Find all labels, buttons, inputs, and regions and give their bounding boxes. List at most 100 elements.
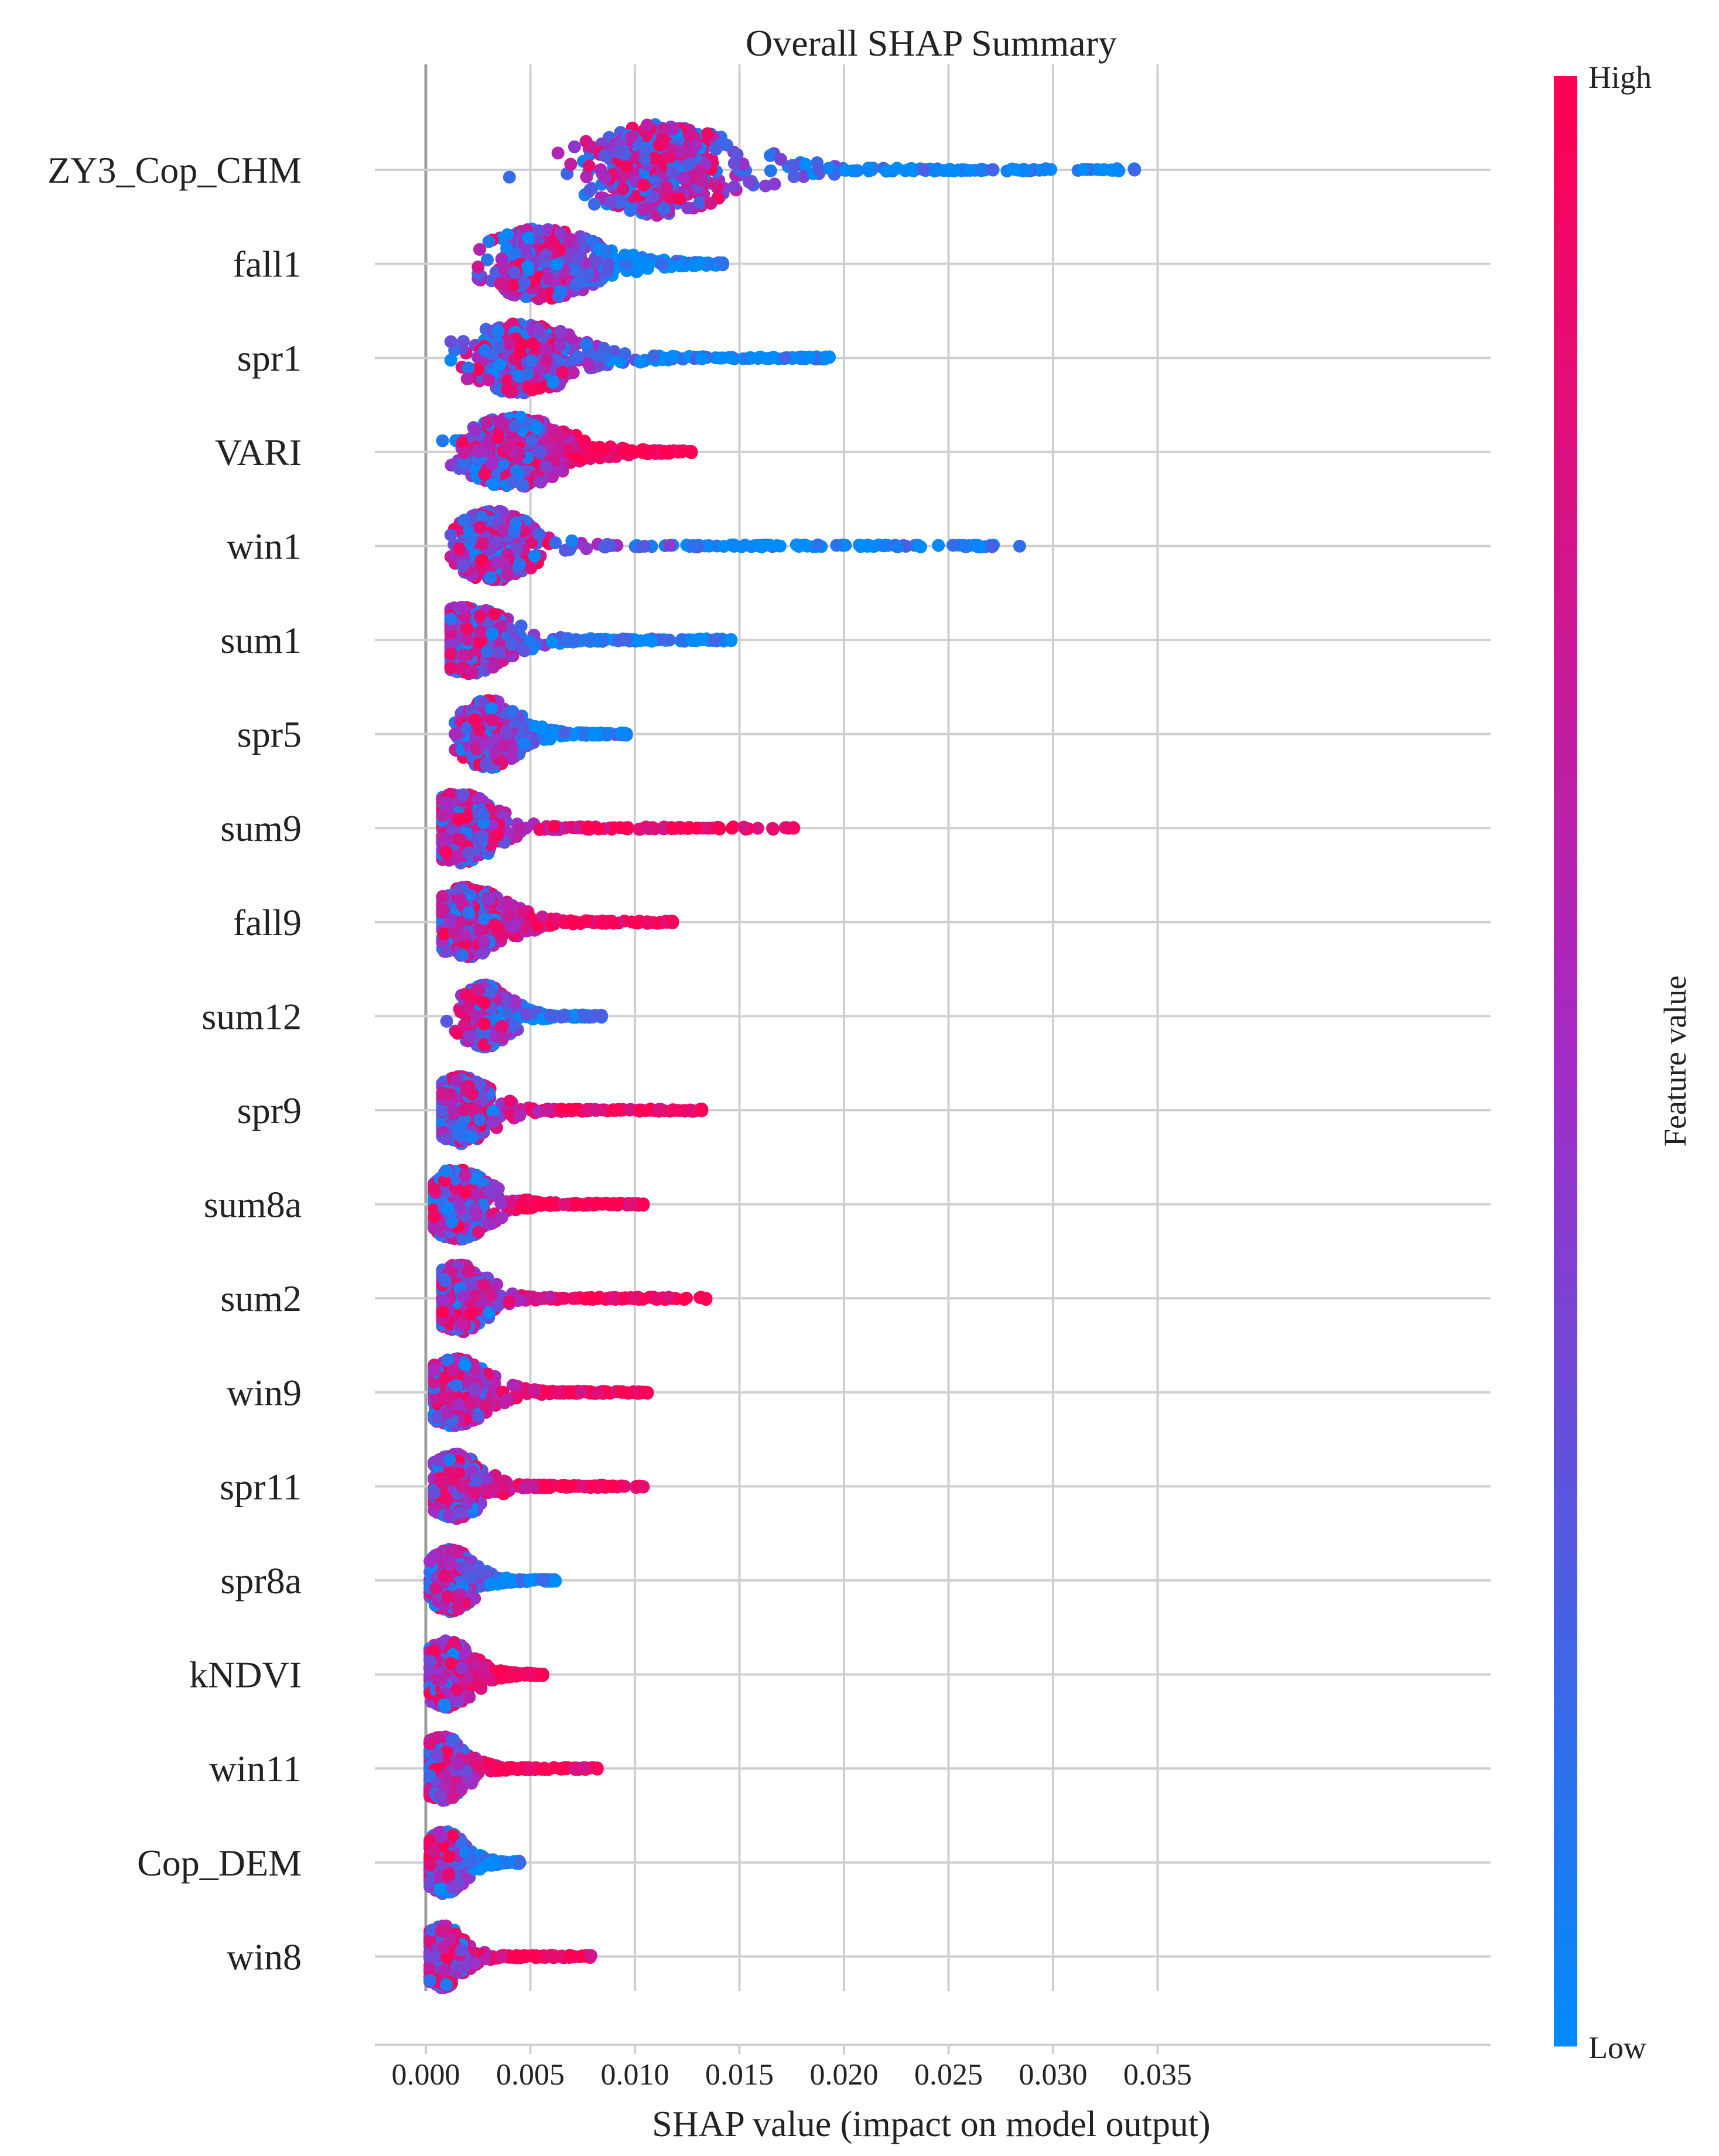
shap-point: [455, 601, 469, 614]
shap-point: [830, 539, 843, 552]
shap-point: [579, 914, 593, 928]
shap-point: [986, 540, 999, 553]
shap-point: [487, 478, 500, 491]
shap-point: [664, 446, 677, 459]
shap-point: [461, 633, 474, 646]
shap-point: [517, 737, 531, 750]
shap-point: [439, 944, 453, 958]
shap-point: [891, 540, 904, 553]
shap-point: [725, 822, 739, 835]
shap-point: [587, 197, 601, 211]
shap-point: [505, 638, 518, 651]
shap-point: [443, 913, 457, 927]
shap-point: [533, 823, 546, 836]
shap-point: [580, 170, 593, 183]
shap-point: [739, 538, 752, 552]
shap-point: [507, 920, 520, 933]
shap-point: [759, 179, 772, 193]
shap-point: [701, 127, 715, 141]
shap-point: [480, 645, 494, 658]
shap-point: [612, 146, 626, 159]
shap-point: [582, 159, 596, 173]
shap-point: [475, 553, 488, 567]
shap-point: [713, 822, 726, 836]
shap-point: [1013, 539, 1026, 553]
shap-point: [476, 807, 490, 821]
shap-point: [503, 170, 516, 184]
shap-point: [444, 354, 457, 367]
shap-point: [556, 366, 569, 379]
shap-point: [604, 539, 617, 552]
shap-point: [618, 347, 631, 360]
shap-point: [764, 149, 777, 162]
shap-point: [493, 646, 506, 659]
shap-point: [483, 892, 496, 906]
shap-point: [436, 889, 449, 903]
shap-point: [696, 352, 709, 365]
shap-point: [743, 175, 756, 189]
shap-point: [678, 171, 691, 184]
shap-point: [501, 909, 515, 922]
shap-point: [579, 337, 593, 351]
shap-point: [473, 521, 487, 534]
shap-point: [532, 322, 546, 336]
shap-point: [811, 538, 825, 552]
shap-point: [506, 475, 519, 489]
shap-point: [457, 446, 471, 460]
shap-point: [581, 268, 594, 281]
shap-point: [666, 350, 679, 363]
shap-point: [599, 915, 612, 928]
shap-point: [528, 549, 541, 563]
shap-point: [478, 468, 491, 481]
shap-point: [770, 539, 784, 552]
shap-point: [525, 434, 538, 447]
shap-point: [917, 163, 931, 177]
shap-point: [482, 374, 495, 386]
shap-point: [914, 540, 927, 553]
shap-point: [547, 820, 561, 833]
shap-point: [534, 475, 547, 489]
shap-point: [963, 164, 977, 177]
shap-point: [462, 906, 475, 919]
shap-point: [473, 723, 486, 737]
shap-point: [494, 415, 507, 429]
shap-point: [792, 540, 806, 553]
shap-point: [553, 338, 566, 352]
shap-point: [564, 158, 577, 171]
shap-point: [462, 361, 475, 375]
shap-point: [532, 224, 546, 238]
shap-point: [501, 228, 514, 241]
shap-point: [480, 416, 494, 429]
shap-point: [545, 726, 559, 740]
shap-point: [534, 446, 547, 459]
shap-point: [466, 666, 479, 679]
shap-point: [509, 516, 522, 530]
shap-point: [542, 272, 556, 286]
shap-point: [662, 634, 676, 647]
shap-point: [477, 935, 491, 949]
shap-point: [643, 444, 656, 458]
shap-point: [580, 633, 594, 646]
shap-point: [456, 949, 469, 962]
shap-point: [512, 822, 526, 836]
shap-point: [822, 162, 836, 175]
shap-point: [444, 661, 457, 675]
shap-point: [558, 726, 571, 739]
shap-point: [457, 788, 470, 802]
shap-point: [693, 632, 707, 646]
shap-point: [476, 536, 489, 550]
shap-point: [500, 725, 513, 738]
shap-point: [460, 372, 474, 385]
shap-point: [720, 138, 733, 152]
shap-point: [503, 337, 517, 351]
shap-point: [457, 928, 471, 942]
shap-point: [590, 727, 604, 741]
shap-point: [510, 464, 524, 477]
shap-point: [667, 822, 680, 835]
shap-point: [553, 285, 567, 299]
shap-point: [546, 635, 559, 649]
shap-point: [478, 737, 491, 751]
shap-point: [501, 568, 514, 581]
shap-point: [565, 534, 579, 547]
